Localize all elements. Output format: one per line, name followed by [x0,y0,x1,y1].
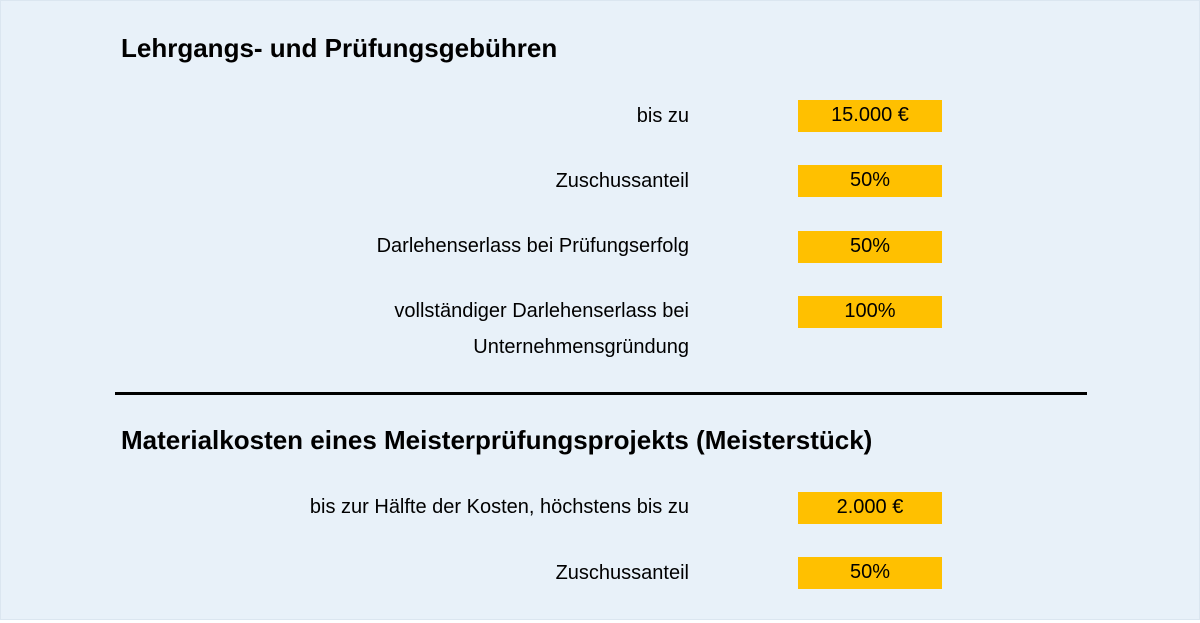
value-max-amount: 15.000 € [798,100,942,132]
value-loan-waiver-exam: 50% [798,231,942,263]
row-label-up-to: bis zu [636,105,689,127]
section-title-material-costs: Materialkosten eines Meisterprüfungsproj… [121,425,873,455]
row-label-half-costs-max: bis zur Hälfte der Kosten, höchstens bis… [309,496,689,518]
row-label-grant-share: Zuschussanteil [555,170,689,192]
value-grant-share: 50% [798,165,942,197]
row-label-full-loan-waiver-line2: Unternehmensgründung [473,336,689,358]
row-label-loan-waiver-exam: Darlehenserlass bei Prüfungserfolg [376,235,689,257]
row-label-full-loan-waiver-line1: vollständiger Darlehenserlass bei [394,300,689,322]
section-title-course-fees: Lehrgangs- und Prüfungsgebühren [121,33,558,63]
row-label-material-grant-share: Zuschussanteil [555,562,689,584]
value-material-grant-share: 50% [798,557,942,589]
value-material-max-amount: 2.000 € [798,492,942,524]
section-divider [115,392,1087,395]
value-full-loan-waiver: 100% [798,296,942,328]
